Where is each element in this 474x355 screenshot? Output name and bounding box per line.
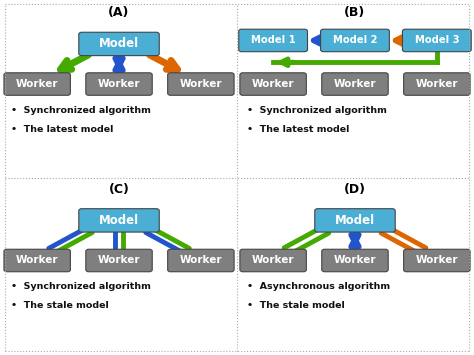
Text: Model: Model bbox=[335, 214, 375, 227]
Text: (C): (C) bbox=[109, 182, 129, 196]
Text: Worker: Worker bbox=[98, 256, 140, 266]
FancyBboxPatch shape bbox=[404, 249, 470, 272]
FancyBboxPatch shape bbox=[322, 249, 388, 272]
Text: Worker: Worker bbox=[16, 256, 58, 266]
Text: (B): (B) bbox=[344, 6, 365, 19]
FancyBboxPatch shape bbox=[240, 73, 306, 95]
Text: Worker: Worker bbox=[180, 256, 222, 266]
FancyBboxPatch shape bbox=[320, 29, 389, 52]
Text: Worker: Worker bbox=[252, 79, 294, 89]
FancyBboxPatch shape bbox=[240, 249, 306, 272]
FancyBboxPatch shape bbox=[239, 29, 308, 52]
FancyBboxPatch shape bbox=[322, 73, 388, 95]
FancyBboxPatch shape bbox=[404, 73, 470, 95]
Text: Model: Model bbox=[99, 214, 139, 227]
Text: Worker: Worker bbox=[98, 79, 140, 89]
Text: (D): (D) bbox=[344, 182, 366, 196]
Text: Worker: Worker bbox=[252, 256, 294, 266]
FancyBboxPatch shape bbox=[4, 249, 70, 272]
Text: Model 1: Model 1 bbox=[251, 36, 295, 45]
Text: •  Synchronized algorithm: • Synchronized algorithm bbox=[11, 282, 151, 291]
FancyBboxPatch shape bbox=[402, 29, 471, 52]
Text: Worker: Worker bbox=[416, 79, 458, 89]
Text: Model 3: Model 3 bbox=[415, 36, 459, 45]
Text: Worker: Worker bbox=[416, 256, 458, 266]
Text: Worker: Worker bbox=[180, 79, 222, 89]
Text: Worker: Worker bbox=[334, 79, 376, 89]
Text: Model 2: Model 2 bbox=[333, 36, 377, 45]
Text: Worker: Worker bbox=[334, 256, 376, 266]
Text: Worker: Worker bbox=[16, 79, 58, 89]
FancyBboxPatch shape bbox=[86, 249, 152, 272]
FancyBboxPatch shape bbox=[168, 249, 234, 272]
FancyBboxPatch shape bbox=[79, 32, 159, 56]
Text: •  The stale model: • The stale model bbox=[11, 301, 109, 310]
Text: •  Synchronized algorithm: • Synchronized algorithm bbox=[11, 106, 151, 115]
FancyBboxPatch shape bbox=[86, 73, 152, 95]
FancyBboxPatch shape bbox=[4, 73, 70, 95]
FancyBboxPatch shape bbox=[168, 73, 234, 95]
Text: •  Synchronized algorithm: • Synchronized algorithm bbox=[247, 106, 387, 115]
Text: •  The stale model: • The stale model bbox=[247, 301, 345, 310]
FancyBboxPatch shape bbox=[79, 209, 159, 232]
Text: Model: Model bbox=[99, 37, 139, 50]
FancyBboxPatch shape bbox=[315, 209, 395, 232]
Text: •  The latest model: • The latest model bbox=[11, 125, 114, 134]
Text: •  The latest model: • The latest model bbox=[247, 125, 350, 134]
Text: (A): (A) bbox=[109, 6, 130, 19]
Text: •  Asynchronous algorithm: • Asynchronous algorithm bbox=[247, 282, 391, 291]
